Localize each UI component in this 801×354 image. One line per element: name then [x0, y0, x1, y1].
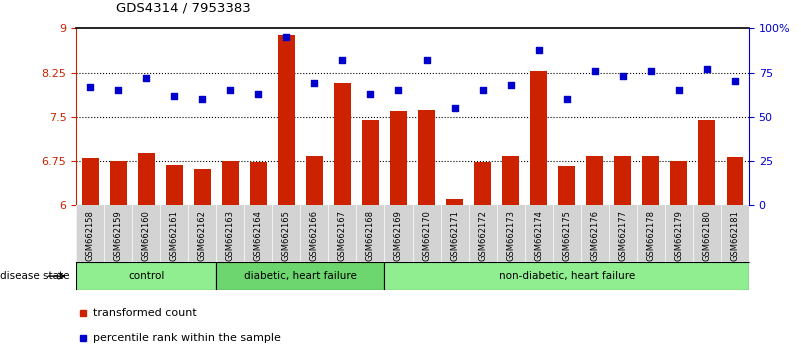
Text: GSM662178: GSM662178 [646, 210, 655, 261]
Bar [558, 166, 575, 205]
Text: GSM662173: GSM662173 [506, 210, 515, 261]
Text: GSM662159: GSM662159 [114, 210, 123, 261]
Text: GDS4314 / 7953383: GDS4314 / 7953383 [116, 1, 251, 14]
Bar [110, 161, 127, 205]
Bar [76, 262, 216, 290]
Bar [670, 161, 687, 205]
Text: GSM662164: GSM662164 [254, 210, 263, 261]
Bar [384, 262, 749, 290]
Point [616, 73, 629, 79]
Bar [502, 156, 519, 205]
Text: GSM662161: GSM662161 [170, 210, 179, 261]
Bar [642, 156, 659, 205]
Point [336, 57, 349, 63]
Point [561, 96, 574, 102]
Bar [474, 162, 491, 205]
Text: GSM662179: GSM662179 [674, 210, 683, 261]
Text: disease state: disease state [0, 271, 70, 281]
Point [588, 68, 601, 74]
Text: GSM662168: GSM662168 [366, 210, 375, 261]
Point [728, 79, 741, 84]
Text: GSM662167: GSM662167 [338, 210, 347, 261]
Bar [614, 156, 631, 205]
Bar [418, 110, 435, 205]
Bar [166, 165, 183, 205]
Text: GSM662160: GSM662160 [142, 210, 151, 261]
Bar [306, 156, 323, 205]
Point [644, 68, 657, 74]
Text: percentile rank within the sample: percentile rank within the sample [93, 333, 281, 343]
Text: GSM662165: GSM662165 [282, 210, 291, 261]
Point [84, 84, 96, 90]
Bar [194, 169, 211, 205]
Point [280, 34, 293, 40]
Text: GSM662177: GSM662177 [618, 210, 627, 261]
Text: GSM662175: GSM662175 [562, 210, 571, 261]
Bar [698, 120, 715, 205]
Point [672, 87, 685, 93]
Text: GSM662180: GSM662180 [702, 210, 711, 261]
Point [392, 87, 405, 93]
Bar [216, 262, 384, 290]
Bar [82, 158, 99, 205]
Bar [362, 120, 379, 205]
Bar [250, 162, 267, 205]
Text: transformed count: transformed count [93, 308, 197, 318]
Text: GSM662163: GSM662163 [226, 210, 235, 261]
Point [168, 93, 181, 98]
Point [364, 91, 377, 97]
Point [308, 80, 320, 86]
Point [421, 57, 433, 63]
Text: GSM662181: GSM662181 [731, 210, 739, 261]
Text: GSM662170: GSM662170 [422, 210, 431, 261]
Text: GSM662166: GSM662166 [310, 210, 319, 261]
Text: GSM662172: GSM662172 [478, 210, 487, 261]
Text: diabetic, heart failure: diabetic, heart failure [244, 271, 356, 281]
Text: GSM662176: GSM662176 [590, 210, 599, 261]
Text: GSM662171: GSM662171 [450, 210, 459, 261]
Text: GSM662158: GSM662158 [86, 210, 95, 261]
Bar [278, 35, 295, 205]
Point [532, 47, 545, 52]
Point [449, 105, 461, 111]
Point [476, 87, 489, 93]
Text: non-diabetic, heart failure: non-diabetic, heart failure [498, 271, 635, 281]
Bar [586, 156, 603, 205]
Point [195, 96, 208, 102]
Bar [334, 83, 351, 205]
Point [139, 75, 152, 81]
Text: GSM662162: GSM662162 [198, 210, 207, 261]
Point [252, 91, 264, 97]
Text: GSM662169: GSM662169 [394, 210, 403, 261]
Point [111, 87, 125, 93]
Point [700, 66, 713, 72]
Bar [222, 161, 239, 205]
Text: GSM662174: GSM662174 [534, 210, 543, 261]
Text: control: control [128, 271, 164, 281]
Bar [446, 199, 463, 205]
Bar [138, 153, 155, 205]
Bar [390, 111, 407, 205]
Bar [530, 71, 547, 205]
Point [224, 87, 237, 93]
Point [505, 82, 517, 88]
Bar [727, 157, 743, 205]
